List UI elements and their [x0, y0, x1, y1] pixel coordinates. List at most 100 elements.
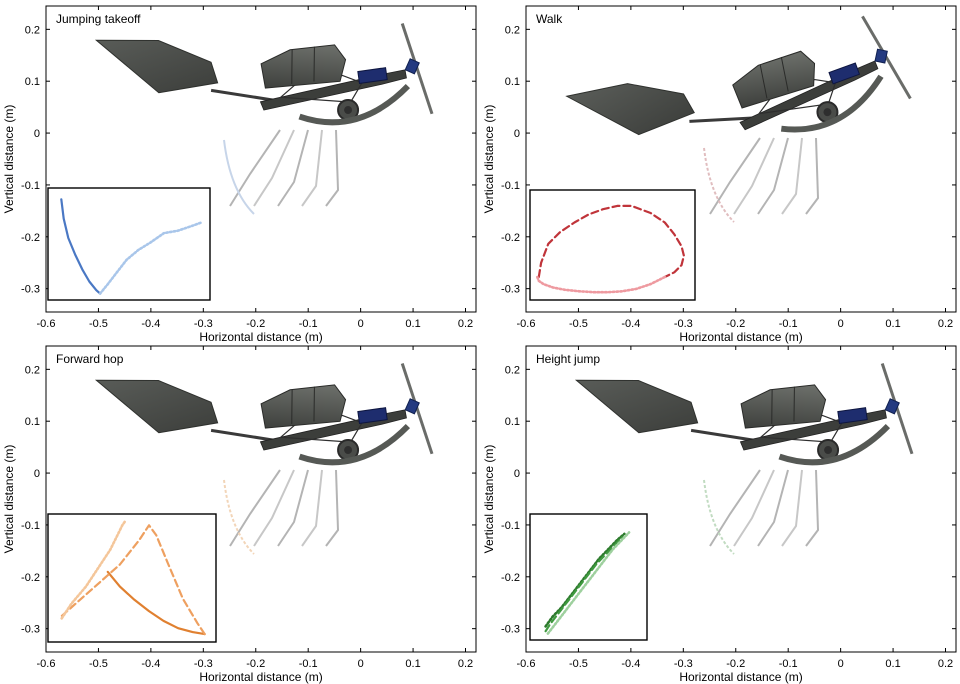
- series-line: [106, 570, 206, 636]
- inset-frame: [529, 189, 696, 301]
- series-line: [546, 531, 631, 635]
- series-line: [98, 221, 203, 295]
- y-tick-label: -0.3: [501, 624, 520, 636]
- y-axis-label: Vertical distance (m): [482, 445, 496, 554]
- leg-trajectory-overlay: [223, 129, 340, 215]
- inset-frame: [47, 187, 211, 301]
- leg-ghost: [301, 469, 323, 547]
- y-tick-label: -0.2: [501, 232, 520, 244]
- axes-frame: [45, 345, 477, 653]
- x-axis-label: Horizontal distance (m): [679, 330, 802, 344]
- leg-ghost: [301, 129, 323, 207]
- y-tick-label: -0.3: [21, 624, 40, 636]
- x-tick-label: 0.2: [458, 318, 473, 330]
- chart-panel: -0.6 -0.5 -0.4 -0.3 -0.2 -0.1 0 0.1 0.2 -0.3 -0.2 -…: [482, 5, 957, 344]
- leg-ghost: [733, 137, 775, 215]
- panel-title: Forward hop: [56, 352, 124, 366]
- y-tick-label: 0.1: [25, 76, 40, 88]
- leg-ghost: [805, 469, 820, 547]
- x-tick-label: -0.3: [674, 658, 693, 670]
- axes-frame: [45, 5, 477, 313]
- y-tick-label: 0.1: [505, 76, 520, 88]
- panel-title: Jumping takeoff: [56, 12, 141, 26]
- leg-ghost: [733, 469, 775, 547]
- x-axis-label: Horizontal distance (m): [199, 670, 322, 684]
- y-tick-label: 0.1: [505, 416, 520, 428]
- foot-path: [703, 147, 735, 223]
- leg-ghost: [757, 137, 789, 215]
- x-tick-label: -0.6: [37, 658, 56, 670]
- x-tick-label: -0.6: [517, 318, 536, 330]
- x-tick-label: 0.1: [405, 658, 420, 670]
- series-line: [60, 524, 206, 636]
- y-tick-label: 0: [34, 468, 40, 480]
- y-axis-label: Vertical distance (m): [2, 105, 16, 214]
- y-tick-label: -0.2: [501, 572, 520, 584]
- leg-ghost: [781, 469, 803, 547]
- x-tick-label: 0.2: [938, 318, 953, 330]
- leg-ghost: [277, 129, 309, 207]
- x-tick-label: 0.1: [405, 318, 420, 330]
- x-tick-label: 0: [358, 318, 364, 330]
- x-tick-label: -0.5: [89, 318, 108, 330]
- series-line: [60, 198, 102, 295]
- leg-ghost: [277, 469, 309, 547]
- x-tick-label: 0: [838, 318, 844, 330]
- y-axis-label: Vertical distance (m): [482, 105, 496, 214]
- axes-frame: [525, 5, 957, 313]
- y-tick-label: -0.2: [21, 572, 40, 584]
- leg-ghost: [229, 469, 281, 547]
- inset-chart: [529, 189, 696, 301]
- y-tick-label: -0.1: [21, 180, 40, 192]
- y-tick-label: 0.2: [25, 24, 40, 36]
- x-tick-label: 0.1: [885, 318, 900, 330]
- inset-chart: [529, 513, 648, 641]
- x-tick-label: -0.4: [141, 658, 160, 670]
- x-tick-label: -0.4: [621, 318, 640, 330]
- panel-title: Walk: [536, 12, 563, 26]
- x-tick-label: -0.1: [299, 318, 318, 330]
- x-tick-label: -0.5: [569, 658, 588, 670]
- x-tick-label: -0.4: [621, 658, 640, 670]
- x-tick-label: -0.2: [246, 318, 265, 330]
- leg-ghost: [253, 469, 295, 547]
- y-tick-label: -0.3: [21, 284, 40, 296]
- x-tick-label: 0.1: [885, 658, 900, 670]
- chart-panel: -0.6 -0.5 -0.4 -0.3 -0.2 -0.1 0 0.1 0.2 -0.3 -0.2 -…: [2, 342, 477, 684]
- robot-illustration: [572, 342, 918, 469]
- panel-title: Height jump: [536, 352, 600, 366]
- leg-ghost: [781, 137, 803, 215]
- inset-frame: [47, 513, 217, 643]
- x-tick-label: -0.6: [37, 318, 56, 330]
- y-tick-label: 0: [34, 128, 40, 140]
- y-tick-label: 0: [514, 128, 520, 140]
- x-tick-label: -0.1: [299, 658, 318, 670]
- series-line: [544, 536, 624, 633]
- leg-ghost: [709, 469, 761, 547]
- x-tick-label: -0.2: [726, 318, 745, 330]
- robot-illustration: [92, 342, 438, 469]
- axes-frame: [525, 345, 957, 653]
- foot-path: [703, 479, 735, 555]
- robot-illustration: [92, 2, 438, 129]
- x-tick-label: -0.3: [194, 318, 213, 330]
- y-tick-label: -0.2: [21, 232, 40, 244]
- series-line: [60, 519, 127, 620]
- series-line: [535, 275, 667, 294]
- chart-panel: -0.6 -0.5 -0.4 -0.3 -0.2 -0.1 0 0.1 0.2 -0.3 -0.2 -…: [482, 342, 957, 684]
- y-tick-label: 0.2: [25, 364, 40, 376]
- leg-trajectory-overlay: [703, 469, 820, 555]
- x-tick-label: -0.1: [779, 318, 798, 330]
- leg-ghost: [253, 129, 295, 207]
- y-tick-label: 0.2: [505, 364, 520, 376]
- inset-chart: [47, 513, 217, 643]
- y-tick-label: 0.1: [25, 416, 40, 428]
- x-tick-label: -0.5: [89, 658, 108, 670]
- series-line: [537, 204, 686, 279]
- foot-path: [223, 479, 255, 555]
- x-tick-label: 0: [838, 658, 844, 670]
- x-tick-label: -0.5: [569, 318, 588, 330]
- x-tick-label: -0.3: [674, 318, 693, 330]
- inset-chart: [47, 187, 211, 301]
